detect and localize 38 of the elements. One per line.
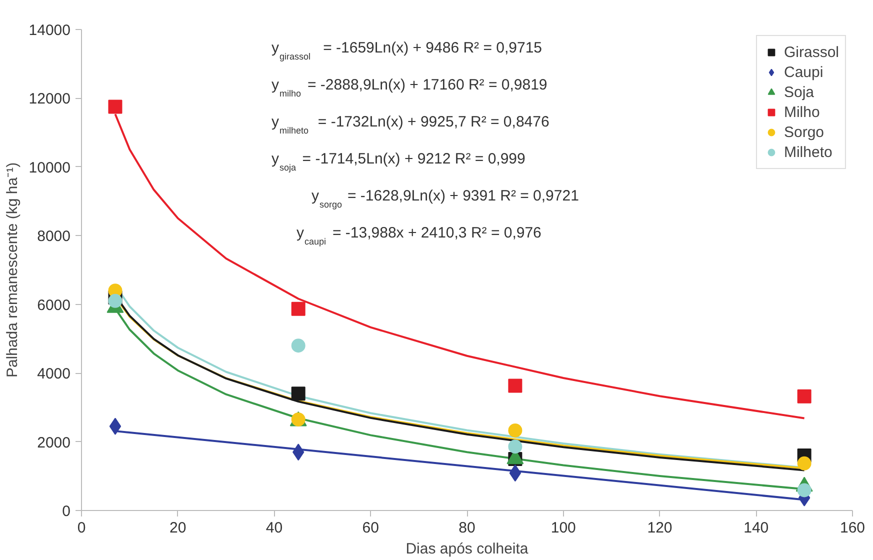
x-tick-label: 140	[744, 520, 769, 536]
y-tick-label: 14000	[28, 22, 71, 39]
point	[508, 423, 522, 438]
point	[291, 386, 306, 401]
point	[508, 378, 522, 393]
x-axis-title: Dias após colheita	[406, 540, 529, 558]
y-tick-label: 2000	[37, 434, 71, 452]
point	[108, 294, 122, 308]
y-tick-label: 6000	[37, 296, 71, 314]
point	[108, 100, 122, 114]
x-tick-label: 40	[266, 520, 283, 536]
y-tick-label: 0	[62, 503, 70, 520]
x-tick-label: 0	[77, 520, 86, 536]
point	[291, 302, 306, 316]
legend-label: Caupi	[784, 63, 824, 81]
y-tick-label: 10000	[28, 159, 71, 176]
legend-label: Milheto	[784, 143, 832, 161]
point	[797, 389, 812, 404]
x-tick-label: 120	[647, 520, 672, 536]
y-tick-label: 12000	[28, 90, 71, 108]
y-tick-label: 4000	[37, 366, 71, 383]
legend-label: Milho	[784, 103, 820, 121]
point	[797, 456, 812, 470]
point	[509, 464, 522, 482]
x-tick-label: 60	[362, 520, 379, 536]
legend-label: Girassol	[784, 43, 839, 61]
y-axis-title: Palhada remanescente (kg ha⁻¹)	[4, 162, 21, 378]
x-tick-label: 100	[550, 520, 576, 536]
y-tick-label: 8000	[37, 228, 71, 246]
legend-label: Soja	[784, 83, 814, 101]
x-tick-label: 160	[840, 520, 866, 536]
legend-label: Sorgo	[784, 123, 824, 141]
point	[797, 483, 812, 498]
point	[508, 440, 522, 454]
point	[291, 338, 306, 353]
x-tick-label: 80	[458, 520, 476, 536]
x-tick-label: 20	[170, 520, 186, 536]
point	[109, 418, 122, 435]
